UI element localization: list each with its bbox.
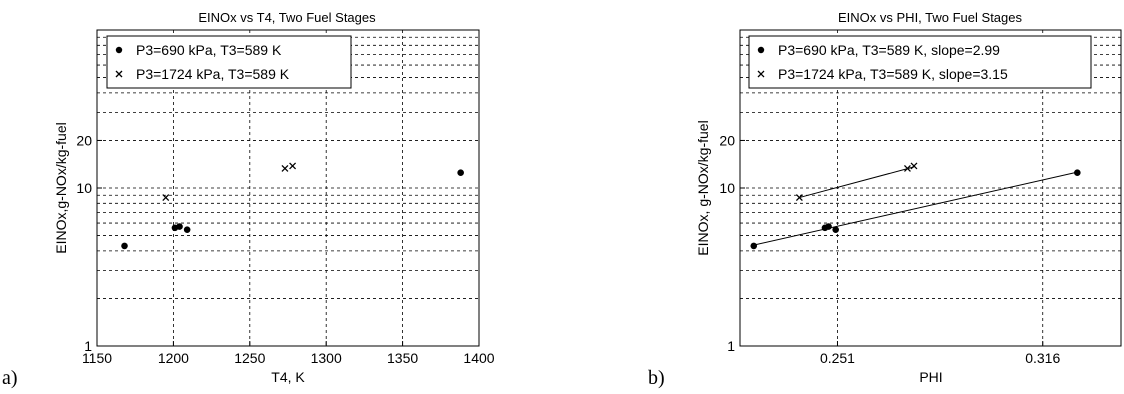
data-point-x [795,194,803,202]
y-axis-label-b: EINOx, g-NOx/kg-fuel [695,120,711,255]
x-tick-label: 0.316 [1025,350,1060,366]
data-point-x [903,164,911,172]
data-point-x [910,162,918,170]
data-point-x [289,162,297,170]
legend-marker-x-a [115,70,123,78]
data-point-dot [750,242,758,250]
x-tick-label: 1150 [82,350,112,366]
data-points-a [121,162,464,250]
legend-b: P3=690 kPa, T3=589 K, slope=2.99 P3=1724… [748,35,1092,89]
chart-panel-b: b) EINOx vs PHI, Two Fuel Stages P3=690 … [648,10,1122,389]
x-axis-label-b: PHI [919,369,942,385]
legend-label-b-1: P3=690 kPa, T3=589 K, slope=2.99 [778,42,1000,58]
chart-panel-a: a) EINOx vs T4, Two Fuel Stages P3=690 k… [2,10,495,389]
fit-line-series-2 [799,166,915,199]
x-tick-label: 1250 [234,350,265,366]
grid-a [97,30,479,346]
y-tick-label: 10 [719,180,735,196]
x-tick-label: 1300 [311,350,342,366]
fit-lines-b [753,166,1078,246]
y-ticks-b: 1 10 20 [719,132,745,354]
legend-marker-dot-a [115,46,123,54]
x-tick-label: 1200 [158,350,189,366]
legend-marker-x-b [757,70,765,78]
chart-title-a: EINOx vs T4, Two Fuel Stages [198,10,376,25]
y-tick-label: 1 [727,338,735,354]
legend-marker-dot-b [757,46,765,54]
data-point-x [281,164,289,172]
x-tick-label: 1350 [387,350,418,366]
y-tick-label: 1 [84,338,92,354]
legend-box-a [106,35,352,89]
data-point-dot [832,226,839,233]
legend-label-b-2: P3=1724 kPa, T3=589 K, slope=3.15 [778,66,1008,82]
data-point-x [162,194,170,202]
x-tick-label: 1400 [463,350,494,366]
panel-letter-b: b) [648,367,665,389]
data-point-dot [176,223,183,230]
y-axis-label-a: EINOx,g-NOx/kg-fuel [53,122,69,253]
x-tick-label: 0.251 [820,350,855,366]
legend-a: P3=690 kPa, T3=589 K P3=1724 kPa, T3=589… [106,35,352,89]
legend-box-b [748,35,1092,89]
data-point-dot [183,226,191,233]
legend-label-a-2: P3=1724 kPa, T3=589 K [136,66,290,82]
y-tick-label: 10 [76,180,92,196]
data-point-dot [1074,169,1081,176]
x-ticks-a: 1150 1200 1250 1300 1350 1400 [82,341,495,366]
y-ticks-a: 1 10 20 [76,132,102,354]
chart-title-b: EINOx vs PHI, Two Fuel Stages [838,10,1022,25]
grid-b [740,30,1121,346]
data-point-dot [121,242,128,250]
data-point-dot [457,169,464,176]
fit-line-series-1 [753,171,1078,246]
panel-letter-a: a) [2,367,18,389]
legend-label-a-1: P3=690 kPa, T3=589 K [136,42,282,58]
data-point-dot [825,223,832,230]
x-axis-label-a: T4, K [271,369,305,385]
y-tick-label: 20 [76,132,92,148]
x-ticks-b: 0.251 0.316 [820,341,1060,366]
data-points-b [750,162,1081,250]
y-tick-label: 20 [719,132,735,148]
